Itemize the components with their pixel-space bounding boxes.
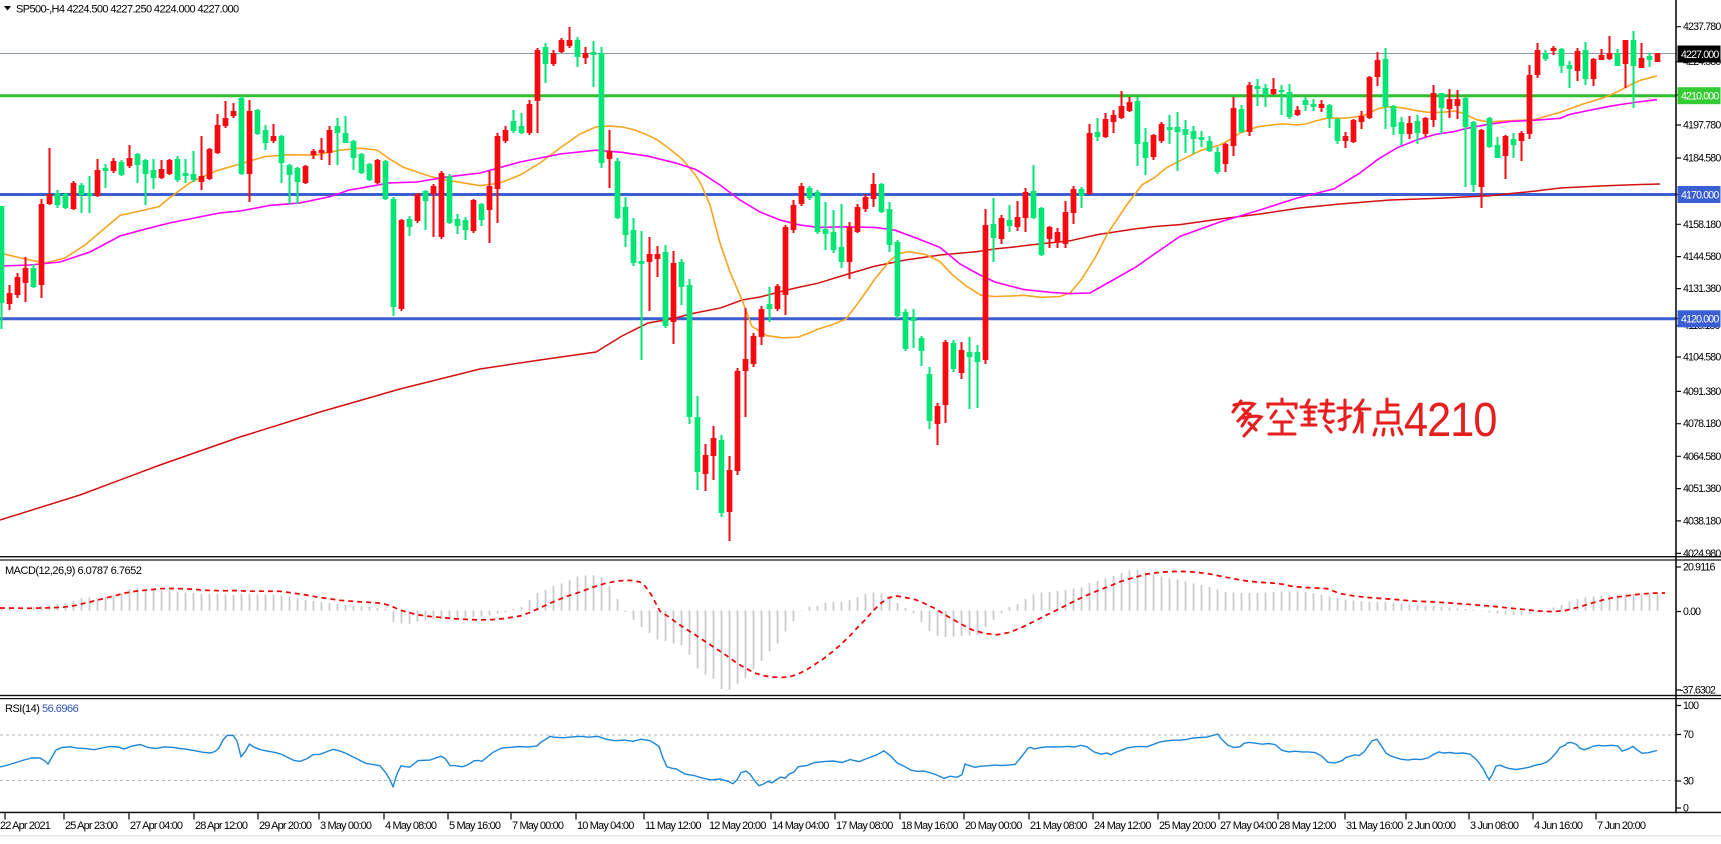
svg-text:4120.000: 4120.000 (1681, 314, 1719, 326)
svg-text:3 Jun 08:00: 3 Jun 08:00 (1470, 820, 1519, 832)
svg-text:2 Jun 00:00: 2 Jun 00:00 (1407, 820, 1456, 832)
svg-text:SP500-,H4 4224.500 4227.250 4: SP500-,H4 4224.500 4227.250 4224.000 422… (16, 4, 239, 16)
svg-text:4051.380: 4051.380 (1683, 483, 1721, 495)
svg-text:0: 0 (1683, 803, 1689, 815)
svg-text:22 Apr 2021: 22 Apr 2021 (0, 820, 51, 832)
svg-text:4091.380: 4091.380 (1683, 386, 1721, 398)
svg-text:4104.580: 4104.580 (1683, 352, 1721, 364)
svg-text:100: 100 (1683, 700, 1699, 712)
svg-text:12 May 20:00: 12 May 20:00 (709, 820, 766, 832)
svg-text:4144.580: 4144.580 (1683, 251, 1721, 263)
svg-text:4038.180: 4038.180 (1683, 515, 1721, 527)
svg-text:4 Jun 16:00: 4 Jun 16:00 (1534, 820, 1583, 832)
svg-text:-37.6302: -37.6302 (1680, 685, 1716, 697)
svg-text:3 May 00:00: 3 May 00:00 (320, 820, 372, 832)
svg-text:5 May 16:00: 5 May 16:00 (449, 820, 501, 832)
svg-text:25 Apr 23:00: 25 Apr 23:00 (65, 820, 118, 832)
svg-text:RSI(14) 56.6966: RSI(14) 56.6966 (5, 703, 79, 715)
svg-text:7 Jun 20:00: 7 Jun 20:00 (1597, 820, 1646, 832)
svg-text:4158.180: 4158.180 (1683, 219, 1721, 231)
svg-text:10 May 04:00: 10 May 04:00 (577, 820, 634, 832)
svg-text:4227.000: 4227.000 (1681, 49, 1719, 61)
svg-text:4078.180: 4078.180 (1683, 418, 1721, 430)
svg-text:27 Apr 04:00: 27 Apr 04:00 (130, 820, 183, 832)
svg-text:4064.580: 4064.580 (1683, 451, 1721, 463)
svg-text:7 May 00:00: 7 May 00:00 (512, 820, 564, 832)
svg-text:31 May 16:00: 31 May 16:00 (1346, 820, 1403, 832)
svg-text:14 May 04:00: 14 May 04:00 (772, 820, 829, 832)
svg-text:4210: 4210 (1404, 393, 1496, 447)
svg-text:4170.000: 4170.000 (1681, 189, 1719, 201)
svg-text:4131.380: 4131.380 (1683, 283, 1721, 295)
svg-text:4024.980: 4024.980 (1683, 548, 1721, 560)
svg-text:4 May 08:00: 4 May 08:00 (385, 820, 437, 832)
svg-text:25 May 20:00: 25 May 20:00 (1159, 820, 1216, 832)
svg-text:4237.780: 4237.780 (1683, 21, 1721, 33)
svg-text:11 May 12:00: 11 May 12:00 (645, 820, 701, 832)
svg-text:17 May 08:00: 17 May 08:00 (836, 820, 893, 832)
svg-text:4210.000: 4210.000 (1681, 91, 1719, 103)
svg-text:27 May 04:00: 27 May 04:00 (1220, 820, 1277, 832)
svg-text:20.9116: 20.9116 (1683, 562, 1716, 574)
svg-text:20 May 00:00: 20 May 00:00 (965, 820, 1022, 832)
svg-text:0.00: 0.00 (1683, 606, 1701, 618)
svg-text:18 May 16:00: 18 May 16:00 (901, 820, 958, 832)
svg-text:30: 30 (1683, 776, 1694, 788)
svg-text:28 Apr 12:00: 28 Apr 12:00 (195, 820, 248, 832)
svg-text:29 Apr 20:00: 29 Apr 20:00 (259, 820, 312, 832)
svg-text:28 May 12:00: 28 May 12:00 (1279, 820, 1336, 832)
svg-text:21 May 08:00: 21 May 08:00 (1030, 820, 1087, 832)
svg-text:4184.580: 4184.580 (1683, 153, 1721, 165)
svg-text:70: 70 (1683, 729, 1694, 741)
svg-text:24 May 12:00: 24 May 12:00 (1094, 820, 1151, 832)
svg-text:MACD(12,26,9) 6.0787 6.7652: MACD(12,26,9) 6.0787 6.7652 (5, 565, 142, 577)
svg-text:4197.780: 4197.780 (1683, 120, 1721, 132)
